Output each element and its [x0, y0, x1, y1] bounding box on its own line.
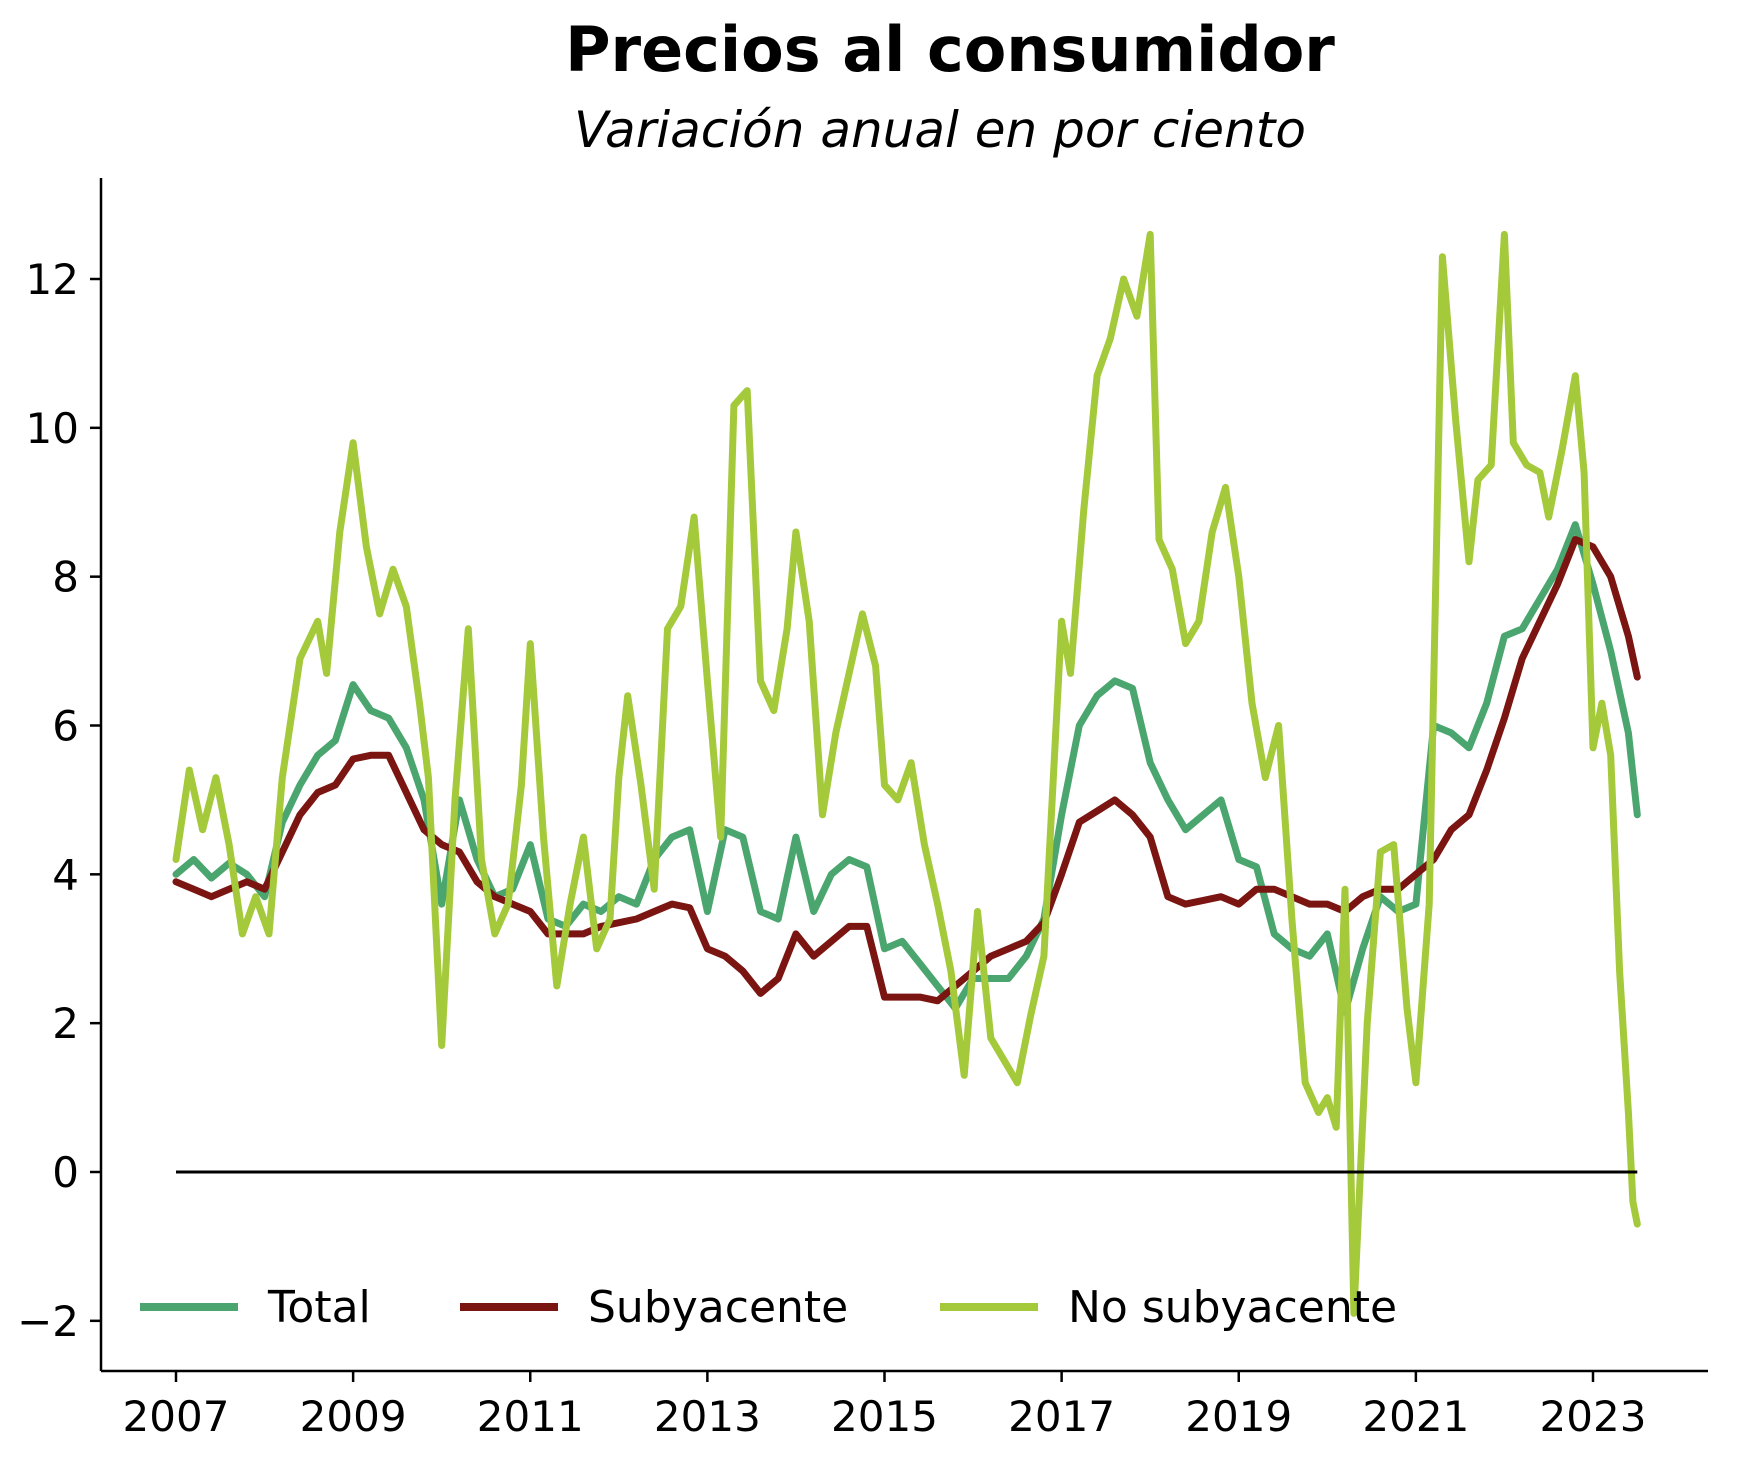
series-line-no-subyacente	[172, 230, 1641, 1317]
x-tick-label: 2011	[477, 1392, 584, 1441]
x-tick-label: 2015	[831, 1392, 938, 1441]
x-tick-label: 2009	[300, 1392, 407, 1441]
x-tick-label: 2019	[1185, 1392, 1292, 1441]
legend-label-total: Total	[267, 1282, 371, 1333]
x-tick-label: 2023	[1540, 1392, 1647, 1441]
y-tick-label: 12	[26, 255, 79, 304]
y-tick-label: 2	[52, 999, 79, 1048]
legend-label-subyacente: Subyacente	[588, 1282, 848, 1333]
y-tick-label: −2	[17, 1297, 79, 1346]
x-ticks: 2007 2009 2011 2013 2015 2017 2019 2021 2023	[123, 1371, 1647, 1441]
series-line-subyacente	[172, 536, 1641, 1005]
x-tick-label: 2013	[654, 1392, 761, 1441]
legend: Total Subyacente No subyacente	[140, 1282, 1397, 1333]
chart-title: Precios al consumidor	[565, 13, 1335, 86]
x-tick-label: 2007	[123, 1392, 230, 1441]
chart-subtitle: Variación anual en por ciento	[574, 101, 1306, 159]
x-tick-label: 2021	[1362, 1392, 1469, 1441]
legend-label-no-subyacente: No subyacente	[1068, 1282, 1397, 1333]
y-tick-label: 6	[52, 702, 79, 751]
series-layer	[172, 230, 1641, 1317]
x-tick-label: 2017	[1008, 1392, 1115, 1441]
y-tick-label: 0	[52, 1148, 79, 1197]
y-tick-label: 8	[52, 553, 79, 602]
y-tick-label: 4	[52, 850, 79, 899]
y-ticks: −2 0 2 4 6 8 10 12	[17, 255, 101, 1346]
y-tick-label: 10	[26, 404, 79, 453]
